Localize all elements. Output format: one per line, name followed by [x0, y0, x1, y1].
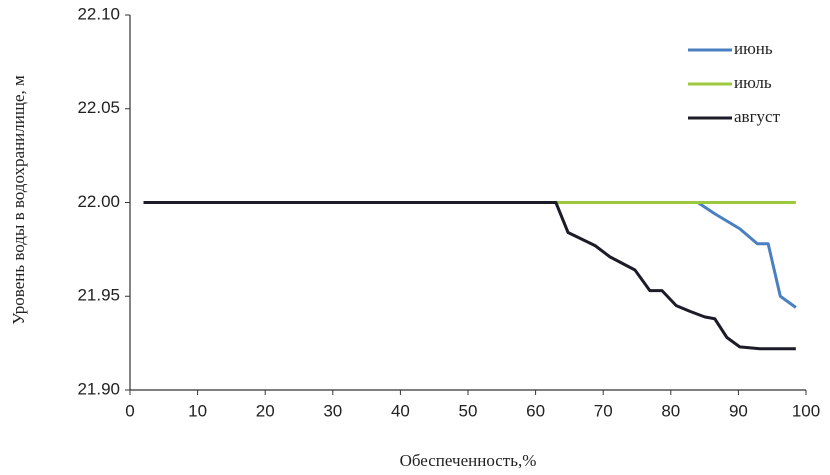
y-tick-label: 22.05: [77, 98, 120, 117]
x-tick-label: 0: [125, 401, 134, 420]
x-tick-label: 100: [792, 401, 820, 420]
x-tick-label: 90: [729, 401, 748, 420]
series-line: [143, 201, 797, 309]
series-line: [143, 201, 796, 351]
x-tick-label: 60: [526, 401, 545, 420]
x-tick-label: 70: [594, 401, 613, 420]
y-tick-label: 21.95: [77, 286, 120, 305]
legend-label: июль: [734, 73, 772, 92]
x-tick-label: 40: [391, 401, 410, 420]
y-axis-label: Уровень воды в водохранилище, м: [9, 75, 28, 325]
y-tick-label: 22.10: [77, 4, 120, 23]
x-tick-label: 30: [323, 401, 342, 420]
x-tick-label: 20: [256, 401, 275, 420]
y-tick-label: 22.00: [77, 192, 120, 211]
x-axis-label: Обеспеченность,%: [400, 451, 537, 470]
legend-label: август: [734, 107, 781, 126]
x-tick-label: 10: [188, 401, 207, 420]
y-tick-label: 21.90: [77, 379, 120, 398]
x-tick-label: 80: [661, 401, 680, 420]
legend-label: июнь: [734, 39, 773, 58]
x-tick-label: 50: [459, 401, 478, 420]
